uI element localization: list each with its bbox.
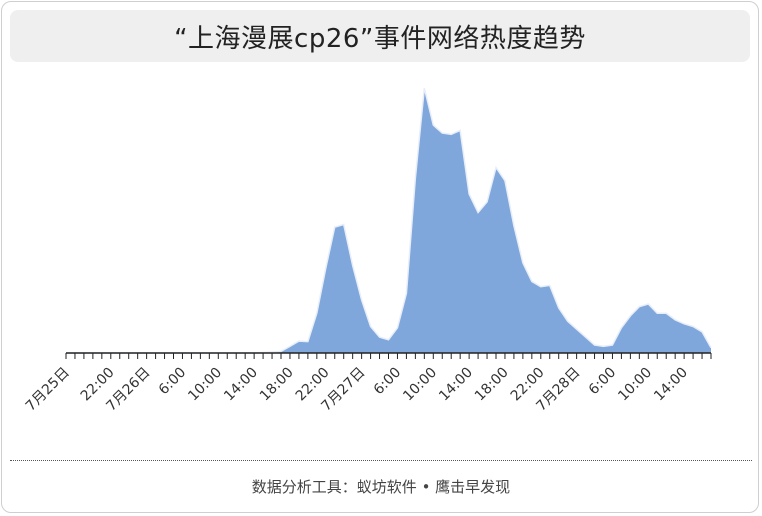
x-tick-label: 14:00 [651,365,691,405]
x-tick-label: 10:00 [615,365,655,405]
x-tick-label: 14:00 [221,365,261,405]
title-bar: “上海漫展cp26”事件网络热度趋势 [10,10,750,62]
area-series [66,87,712,354]
area-fill [66,88,711,353]
data-source: 数据分析工具：蚁坊软件 • 鹰击早发现 [251,478,511,496]
x-tick-label: 10:00 [400,365,440,405]
area-line [66,87,712,354]
x-tick-label: 18:00 [472,365,512,405]
x-tick-label: 10:00 [185,365,225,405]
chart-title: “上海漫展cp26”事件网络热度趋势 [174,23,586,54]
x-tick-label: 14:00 [436,365,476,405]
x-tick-label: 7月25日 [23,365,73,415]
x-axis [65,352,712,359]
footer-divider [10,460,752,461]
x-tick-label: 18:00 [257,365,297,405]
